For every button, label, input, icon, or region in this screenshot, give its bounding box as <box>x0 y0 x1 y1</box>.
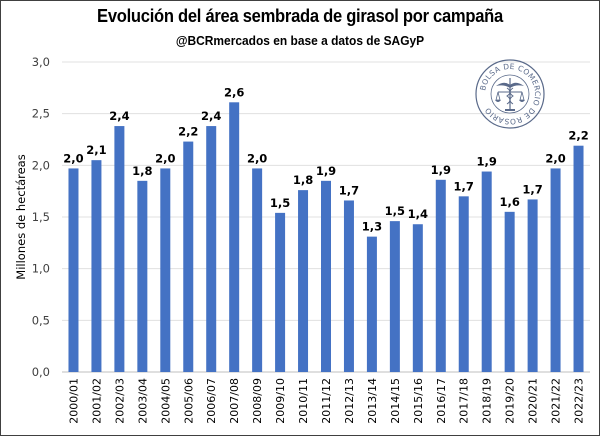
data-label: 1,5 <box>385 204 405 218</box>
data-label: 2,2 <box>568 129 588 143</box>
bar-2012-13 <box>343 200 354 372</box>
x-tick-label: 2021/22 <box>550 378 563 424</box>
x-tick-label: 2013/14 <box>366 378 379 424</box>
y-axis-label: Millones de hectáreas <box>14 154 28 279</box>
x-tick-label: 2002/03 <box>113 378 126 424</box>
x-tick-label: 2006/07 <box>205 378 218 424</box>
bar-2003-04 <box>137 180 148 372</box>
data-label: 1,6 <box>499 195 519 209</box>
y-tick-label: 3,0 <box>32 55 50 69</box>
data-label: 2,0 <box>545 151 565 165</box>
bar-2017-18 <box>458 196 469 372</box>
data-label: 2,0 <box>247 151 267 165</box>
y-tick-label: 1,0 <box>32 262 50 276</box>
data-label: 1,9 <box>477 155 497 169</box>
x-tick-label: 2017/18 <box>458 378 471 424</box>
y-tick-label: 0,5 <box>32 313 50 327</box>
data-label: 1,8 <box>293 173 313 187</box>
data-label: 2,0 <box>63 151 83 165</box>
x-tick-label: 2007/08 <box>228 378 241 424</box>
bar-2022-23 <box>573 145 584 372</box>
bar-2007-08 <box>229 102 240 373</box>
bar-2021-22 <box>550 168 561 372</box>
bar-2005-06 <box>183 141 194 372</box>
bar-2018-19 <box>481 171 492 372</box>
y-tick-label: 2,5 <box>32 107 50 121</box>
data-label: 2,4 <box>201 109 221 123</box>
bar-2020-21 <box>527 199 538 372</box>
data-label: 1,3 <box>362 220 382 234</box>
bar-2006-07 <box>206 126 217 372</box>
data-label: 2,2 <box>178 125 198 139</box>
data-label: 1,9 <box>316 164 336 178</box>
data-label: 2,4 <box>109 109 129 123</box>
x-tick-label: 2009/10 <box>274 378 287 424</box>
bar-2002-03 <box>114 126 125 372</box>
bar-2000-01 <box>68 168 79 372</box>
data-label: 1,4 <box>408 207 428 221</box>
data-label: 2,1 <box>86 143 106 157</box>
chart-title: Evolución del área sembrada de girasol p… <box>97 6 503 26</box>
bar-2016-17 <box>435 179 446 372</box>
y-tick-label: 2,0 <box>32 158 50 172</box>
x-tick-label: 2001/02 <box>90 378 103 424</box>
data-label: 1,8 <box>132 164 152 178</box>
data-label: 1,7 <box>339 183 359 197</box>
x-tick-label: 2014/15 <box>389 378 402 424</box>
data-label: 2,0 <box>155 151 175 165</box>
data-label: 2,6 <box>224 85 244 99</box>
x-tick-label: 2019/20 <box>504 378 517 424</box>
bar-2001-02 <box>91 160 102 372</box>
y-axis-ticks: 0,0 0,5 1,0 1,5 2,0 2,5 3,0 <box>32 55 50 379</box>
x-tick-label: 2020/21 <box>527 378 540 424</box>
x-tick-label: 2022/23 <box>573 378 586 424</box>
x-tick-label: 2011/12 <box>320 378 333 424</box>
x-tick-label: 2003/04 <box>136 378 149 424</box>
bar-2013-14 <box>366 236 377 372</box>
bar-2019-20 <box>504 211 515 372</box>
x-axis-ticks: 2000/01 2001/02 2002/03 2003/04 2004/05 2005/… <box>67 378 585 424</box>
bar-2015-16 <box>412 224 423 372</box>
bar-2009-10 <box>275 212 286 372</box>
data-label: 1,5 <box>270 196 290 210</box>
data-labels: 2,02,12,41,82,02,22,42,62,01,51,81,91,71… <box>63 85 588 233</box>
x-tick-label: 2012/13 <box>343 378 356 424</box>
x-tick-label: 2015/16 <box>412 378 425 424</box>
data-label: 1,7 <box>522 182 542 196</box>
bar-2011-12 <box>321 180 331 372</box>
x-tick-label: 2005/06 <box>182 378 195 424</box>
bcr-logo-icon: BOLSA DE COMERCIO DE ROSARIO <box>475 59 545 129</box>
x-tick-label: 2004/05 <box>159 378 172 424</box>
data-label: 1,9 <box>431 163 451 177</box>
y-tick-label: 0,0 <box>32 365 50 379</box>
data-label: 1,7 <box>454 179 474 193</box>
x-tick-label: 2010/11 <box>297 378 310 424</box>
chart-subtitle: @BCRmercados en base a datos de SAGyP <box>175 33 425 48</box>
x-tick-label: 2018/19 <box>481 378 494 424</box>
bars <box>68 102 584 373</box>
x-tick-label: 2016/17 <box>435 378 448 424</box>
bar-2004-05 <box>160 168 171 372</box>
bar-2008-09 <box>252 168 263 372</box>
x-tick-label: 2000/01 <box>67 378 80 424</box>
y-tick-label: 1,5 <box>32 210 50 224</box>
x-tick-label: 2008/09 <box>251 378 264 424</box>
bar-2010-11 <box>298 190 309 372</box>
bar-2014-15 <box>389 221 400 372</box>
